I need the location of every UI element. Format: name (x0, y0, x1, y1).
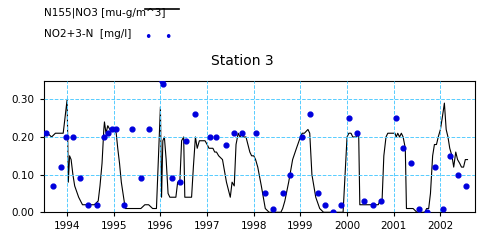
Point (212, 135, 220, 139)
Point (182, 139, 190, 143)
Point (336, 203, 344, 207)
Point (76, 176, 84, 180)
Point (112, 128, 120, 132)
Point (120, 203, 127, 207)
Point (168, 176, 176, 180)
Point (314, 192, 321, 195)
Point (205, 135, 213, 139)
Point (430, 165, 438, 169)
Point (423, 210, 430, 214)
Point (376, 199, 384, 203)
Point (61, 135, 69, 139)
Point (321, 203, 329, 207)
Point (368, 203, 376, 207)
Point (105, 131, 112, 135)
Point (298, 135, 305, 139)
Point (145, 128, 152, 132)
Point (222, 142, 230, 146)
Text: NO2+3-N  [mg/l]: NO2+3-N [mg/l] (44, 29, 131, 39)
Point (261, 192, 269, 195)
Text: •: • (144, 30, 151, 43)
Text: Station 3: Station 3 (211, 54, 273, 68)
Point (69, 135, 76, 139)
Point (136, 176, 144, 180)
Text: •: • (163, 30, 171, 43)
Point (251, 131, 259, 135)
Point (446, 154, 454, 158)
Point (453, 173, 460, 177)
Point (345, 116, 353, 120)
Point (278, 192, 286, 195)
Point (230, 131, 238, 135)
Point (352, 131, 360, 135)
Point (49, 184, 57, 188)
Point (176, 180, 183, 184)
Point (100, 135, 108, 139)
Point (159, 82, 167, 86)
Point (42, 131, 50, 135)
Point (406, 161, 414, 165)
Point (286, 173, 294, 177)
Point (191, 112, 199, 116)
Text: N155|NO3 [mu-g/m^3]: N155|NO3 [mu-g/m^3] (44, 7, 165, 18)
Point (57, 165, 65, 169)
Point (127, 128, 135, 132)
Point (238, 131, 245, 135)
Point (92, 203, 100, 207)
Point (360, 199, 367, 203)
Point (414, 207, 422, 211)
Point (438, 207, 446, 211)
Point (398, 146, 406, 150)
Point (269, 207, 276, 211)
Point (108, 128, 116, 132)
Point (306, 112, 314, 116)
Point (84, 203, 92, 207)
Point (329, 210, 336, 214)
Point (157, 79, 165, 82)
Point (461, 184, 469, 188)
Point (391, 116, 399, 120)
